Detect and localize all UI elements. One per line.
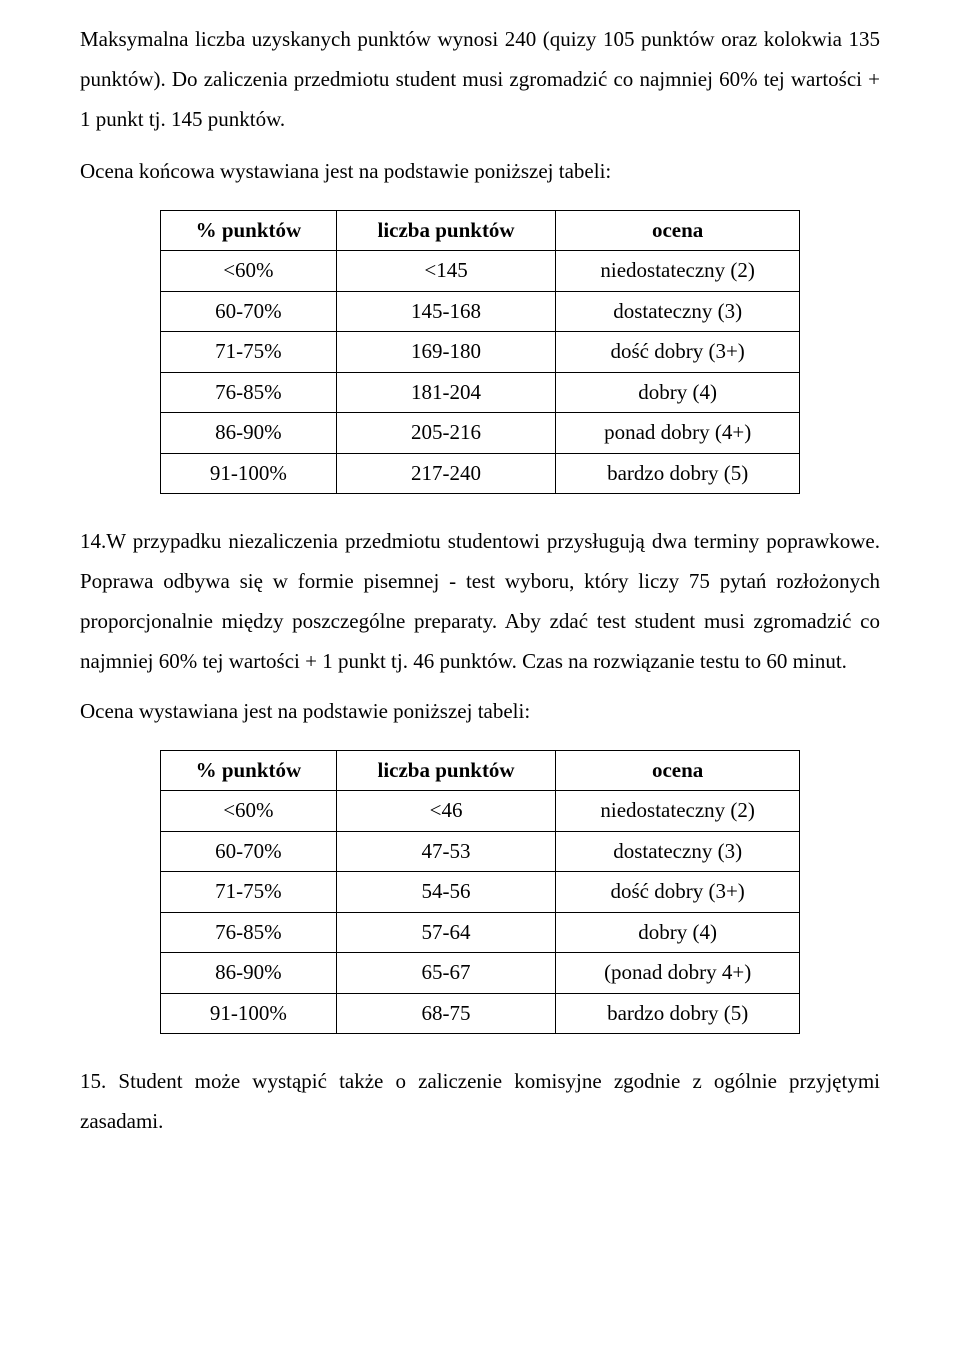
table-cell: bardzo dobry (5) bbox=[556, 993, 800, 1034]
table-cell: dobry (4) bbox=[556, 372, 800, 413]
table-cell: bardzo dobry (5) bbox=[556, 453, 800, 494]
table-cell: 47-53 bbox=[336, 831, 556, 872]
table-cell: 91-100% bbox=[161, 993, 337, 1034]
table-cell: 71-75% bbox=[161, 872, 337, 913]
table-header-cell: % punktów bbox=[161, 210, 337, 251]
list-number: 15. bbox=[80, 1069, 106, 1093]
table-header-row: % punktów liczba punktów ocena bbox=[161, 210, 800, 251]
table-cell: 71-75% bbox=[161, 332, 337, 373]
table-cell: dobry (4) bbox=[556, 912, 800, 953]
table-row: <60% <46 niedostateczny (2) bbox=[161, 791, 800, 832]
table-cell: 76-85% bbox=[161, 912, 337, 953]
table-cell: 217-240 bbox=[336, 453, 556, 494]
table-row: 76-85% 57-64 dobry (4) bbox=[161, 912, 800, 953]
intro-paragraph-2: Ocena końcowa wystawiana jest na podstaw… bbox=[80, 152, 880, 192]
table-row: 86-90% 205-216 ponad dobry (4+) bbox=[161, 413, 800, 454]
list-text: W przypadku niezaliczenia przedmiotu stu… bbox=[80, 529, 880, 673]
table-header-cell: liczba punktów bbox=[336, 750, 556, 791]
table-cell: 54-56 bbox=[336, 872, 556, 913]
table-row: 71-75% 54-56 dość dobry (3+) bbox=[161, 872, 800, 913]
table-cell: ponad dobry (4+) bbox=[556, 413, 800, 454]
table-header-cell: % punktów bbox=[161, 750, 337, 791]
table-cell: 60-70% bbox=[161, 831, 337, 872]
table-header-cell: liczba punktów bbox=[336, 210, 556, 251]
list-text: Student może wystąpić także o zaliczenie… bbox=[80, 1069, 880, 1133]
table-cell: <60% bbox=[161, 251, 337, 292]
item14-paragraph-2: Ocena wystawiana jest na podstawie poniż… bbox=[80, 692, 880, 732]
table-cell: dostateczny (3) bbox=[556, 291, 800, 332]
table-cell: 145-168 bbox=[336, 291, 556, 332]
table-row: 60-70% 145-168 dostateczny (3) bbox=[161, 291, 800, 332]
table-cell: 76-85% bbox=[161, 372, 337, 413]
table-cell: 86-90% bbox=[161, 413, 337, 454]
document-page: { "intro": { "p1": "Maksymalna liczba uz… bbox=[0, 0, 960, 1192]
table-cell: niedostateczny (2) bbox=[556, 251, 800, 292]
table-cell: <60% bbox=[161, 791, 337, 832]
table-cell: <145 bbox=[336, 251, 556, 292]
table-cell: (ponad dobry 4+) bbox=[556, 953, 800, 994]
table-cell: dość dobry (3+) bbox=[556, 332, 800, 373]
table-cell: 65-67 bbox=[336, 953, 556, 994]
table-cell: 68-75 bbox=[336, 993, 556, 1034]
intro-paragraph-1: Maksymalna liczba uzyskanych punktów wyn… bbox=[80, 20, 880, 140]
table-row: 91-100% 68-75 bardzo dobry (5) bbox=[161, 993, 800, 1034]
table-row: 91-100% 217-240 bardzo dobry (5) bbox=[161, 453, 800, 494]
table-cell: 57-64 bbox=[336, 912, 556, 953]
table-row: 86-90% 65-67 (ponad dobry 4+) bbox=[161, 953, 800, 994]
list-item-15: 15. Student może wystąpić także o zalicz… bbox=[80, 1062, 880, 1142]
table-row: 60-70% 47-53 dostateczny (3) bbox=[161, 831, 800, 872]
table-row: 76-85% 181-204 dobry (4) bbox=[161, 372, 800, 413]
grade-table-2: % punktów liczba punktów ocena <60% <46 … bbox=[160, 750, 800, 1035]
table-cell: 205-216 bbox=[336, 413, 556, 454]
grade-table-1: % punktów liczba punktów ocena <60% <145… bbox=[160, 210, 800, 495]
table-cell: 86-90% bbox=[161, 953, 337, 994]
table-cell: niedostateczny (2) bbox=[556, 791, 800, 832]
table-cell: dość dobry (3+) bbox=[556, 872, 800, 913]
table-cell: 169-180 bbox=[336, 332, 556, 373]
table-row: <60% <145 niedostateczny (2) bbox=[161, 251, 800, 292]
table-cell: 60-70% bbox=[161, 291, 337, 332]
table-cell: dostateczny (3) bbox=[556, 831, 800, 872]
table-header-cell: ocena bbox=[556, 210, 800, 251]
table-cell: 181-204 bbox=[336, 372, 556, 413]
table-cell: 91-100% bbox=[161, 453, 337, 494]
list-item-14: 14.W przypadku niezaliczenia przedmiotu … bbox=[80, 522, 880, 682]
list-number: 14. bbox=[80, 529, 106, 553]
table-row: 71-75% 169-180 dość dobry (3+) bbox=[161, 332, 800, 373]
table-cell: <46 bbox=[336, 791, 556, 832]
table-header-row: % punktów liczba punktów ocena bbox=[161, 750, 800, 791]
table-header-cell: ocena bbox=[556, 750, 800, 791]
